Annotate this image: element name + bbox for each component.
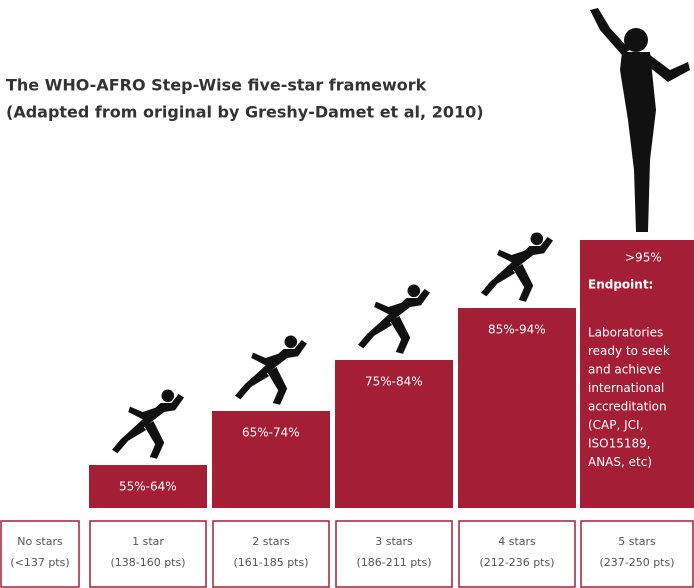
endpoint-description: ANAS, etc) [588,455,652,469]
step-percent: 55%-64% [119,480,177,494]
endpoint-description: and achieve [588,363,661,377]
star-box [1,521,79,587]
runner-icon [235,336,307,405]
framework-diagram: The WHO-AFRO Step-Wise five-star framewo… [0,0,694,588]
star-points: (<137 pts) [10,556,69,569]
star-label: 5 stars [618,535,656,548]
title-line: (Adapted from original by Greshy-Damet e… [6,103,484,122]
star-points: (237-250 pts) [599,556,674,569]
endpoint-description: accreditation [588,400,667,414]
runner-icon [358,285,430,354]
star-box [213,521,329,587]
star-points: (212-236 pts) [479,556,554,569]
star-box [90,521,206,587]
endpoint-description: ISO15189, [588,437,651,451]
title-line: The WHO-AFRO Step-Wise five-star framewo… [6,76,427,95]
runner-icon [112,390,184,459]
step-percent: 85%-94% [488,323,546,337]
runner-icon [481,233,553,302]
endpoint-percent: >95% [625,251,662,265]
star-box [336,521,452,587]
endpoint-heading: Endpoint: [588,278,653,292]
step-percent: 65%-74% [242,426,300,440]
steps: 55%-64% 65%-74% 75%-84% 85%-94% >95% Endpoint… [1,8,694,587]
star-points: (186-211 pts) [356,556,431,569]
runner-icon [590,8,690,232]
star-label: 1 star [132,535,164,548]
star-label: 4 stars [498,535,536,548]
endpoint-description: international [588,381,664,395]
star-box [581,521,693,587]
star-label: 3 stars [375,535,413,548]
endpoint-description: (CAP, JCI, [588,418,643,432]
endpoint-description: Laboratories [588,326,663,340]
star-label: No stars [17,535,63,548]
step-block [458,308,576,508]
star-points: (161-185 pts) [233,556,308,569]
endpoint-description: ready to seek [588,344,670,358]
star-points: (138-160 pts) [110,556,185,569]
star-label: 2 stars [252,535,290,548]
star-box [459,521,575,587]
step-percent: 75%-84% [365,375,423,389]
